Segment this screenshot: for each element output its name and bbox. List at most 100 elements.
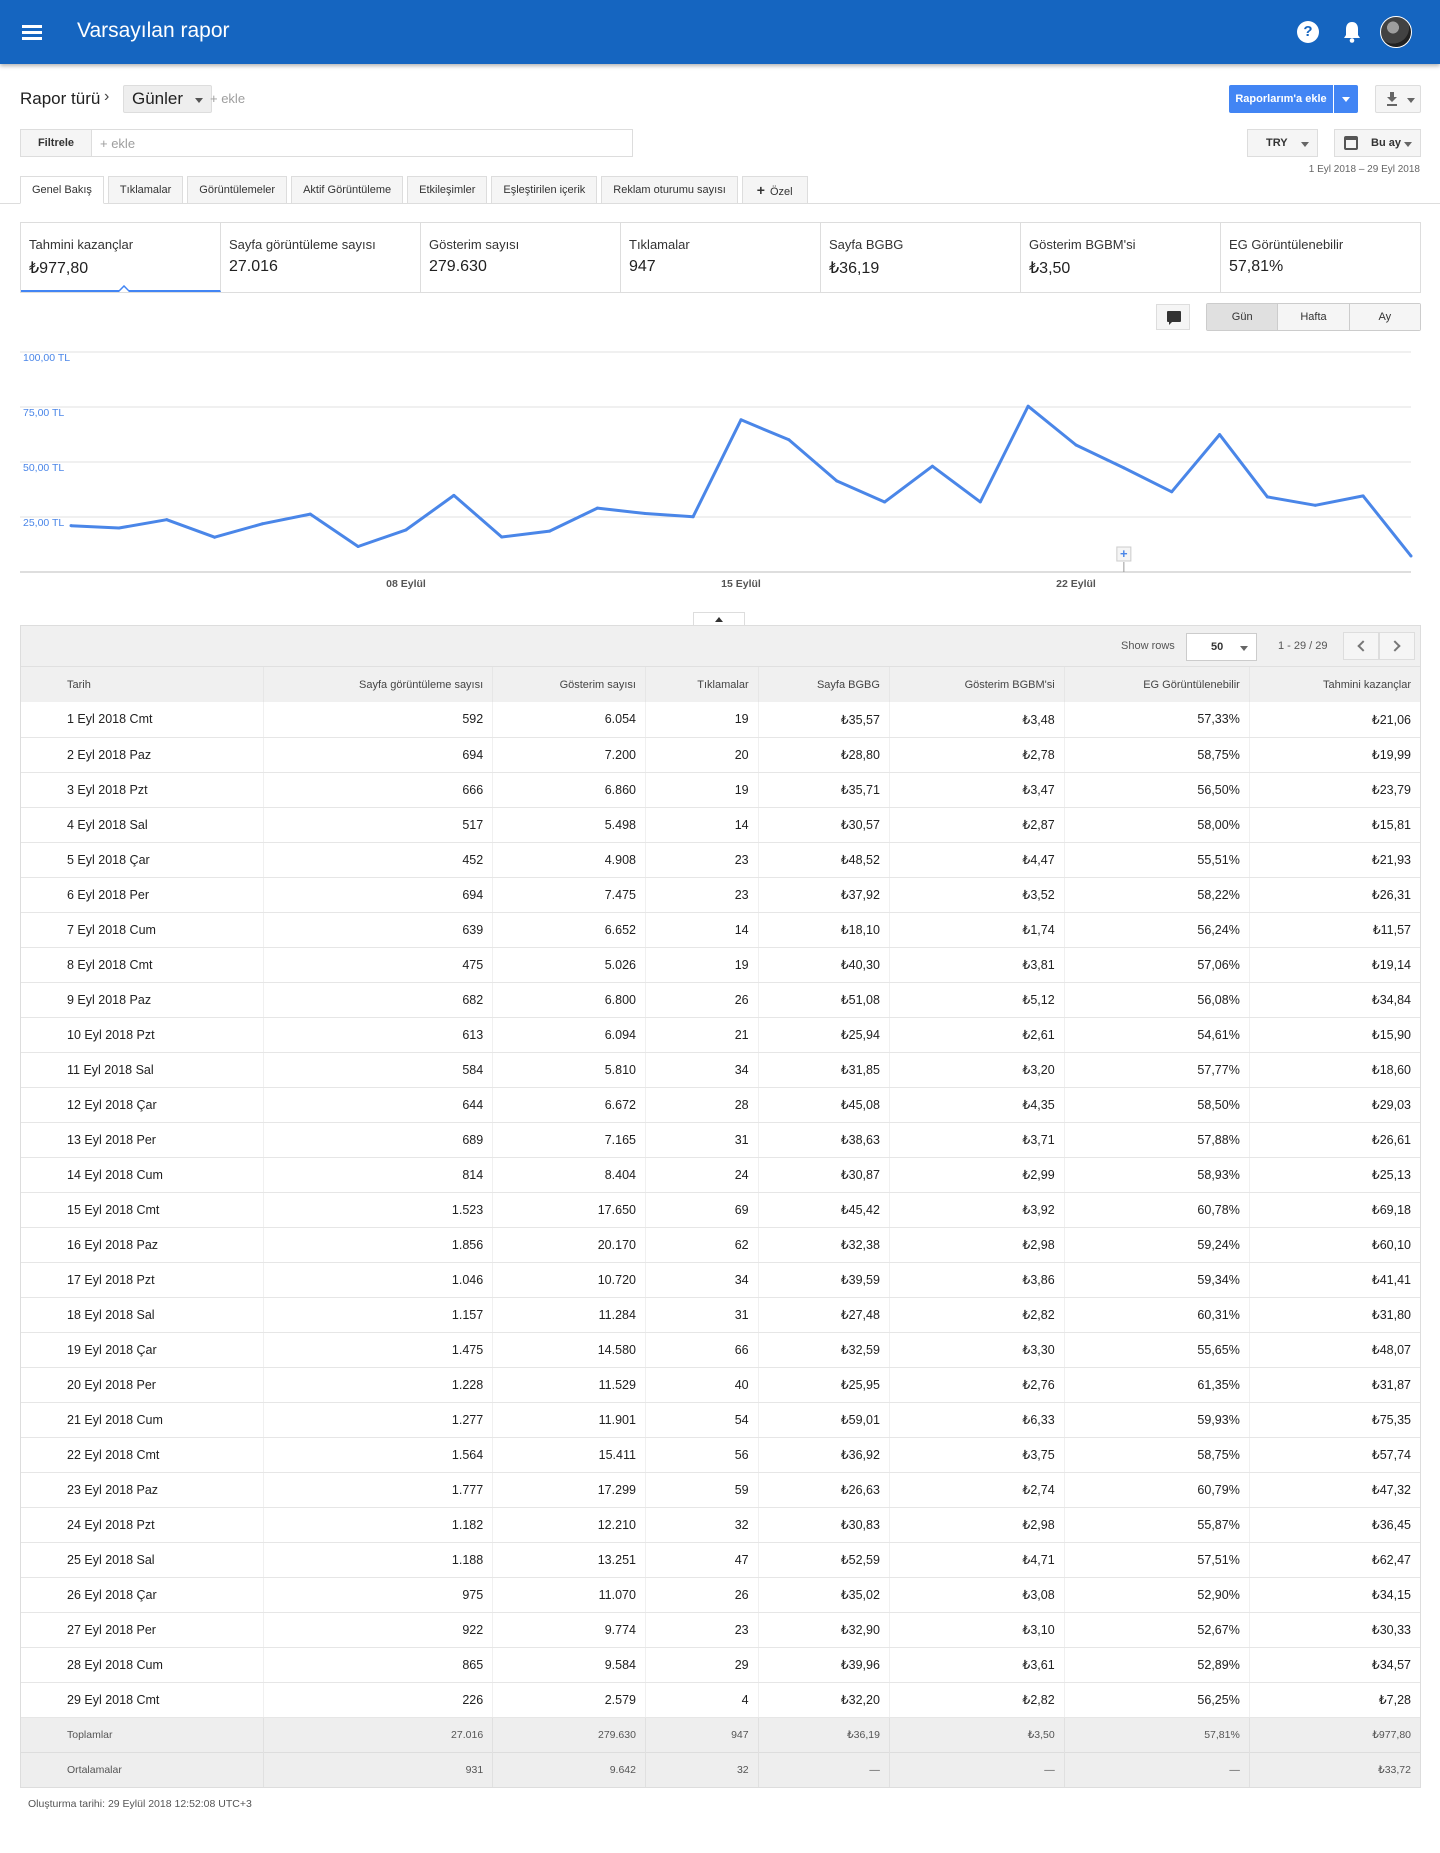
table-cell-tarih: 8 Eyl 2018 Cmt <box>21 947 264 983</box>
table-cell-gosterim-bgbm: ₺2,98 <box>889 1227 1065 1263</box>
download-button[interactable] <box>1375 85 1421 113</box>
table-cell-sayfa-bgbg: ₺32,59 <box>758 1332 890 1368</box>
table-cell-tiklamalar: 54 <box>645 1402 759 1438</box>
table-cell-tahmini-kazanclar: ₺31,87 <box>1249 1367 1420 1403</box>
column-header-gosterim-sayisi[interactable]: Gösterim sayısı <box>492 667 646 702</box>
averages-cell-gosterim-sayisi: 9.642 <box>492 1751 646 1787</box>
add-to-reports-button[interactable]: Raporlarım'a ekle <box>1229 85 1333 113</box>
table-cell-tiklamalar: 19 <box>645 772 759 808</box>
prev-page-button[interactable] <box>1343 632 1379 660</box>
bell-icon[interactable] <box>1341 20 1363 44</box>
table-cell-sayfa-bgbg: ₺40,30 <box>758 947 890 983</box>
tab-eslestirilen-icerik[interactable]: Eşleştirilen içerik <box>491 176 598 204</box>
table-cell-tiklamalar: 34 <box>645 1262 759 1298</box>
caret-down-icon <box>1342 97 1350 102</box>
metric-card-eg-goruntulenebilir[interactable]: EG Görüntülenebilir 57,81% <box>1221 223 1420 292</box>
menu-icon[interactable] <box>20 20 44 44</box>
tab-tiklamalar[interactable]: Tıklamalar <box>107 176 184 204</box>
date-range-select[interactable]: Bu ay <box>1334 129 1421 157</box>
table-cell-tarih: 9 Eyl 2018 Paz <box>21 982 264 1018</box>
totals-cell-gosterim-sayisi: 279.630 <box>492 1716 646 1752</box>
table-cell-tahmini-kazanclar: ₺26,31 <box>1249 877 1420 913</box>
tab-goruntulemeler[interactable]: Görüntülemeler <box>187 176 288 204</box>
table-cell-gosterim-bgbm: ₺2,99 <box>889 1157 1065 1193</box>
table-cell-tarih: 15 Eyl 2018 Cmt <box>21 1192 264 1228</box>
column-header-gosterim-bgbm[interactable]: Gösterim BGBM'si <box>889 667 1065 702</box>
table-cell-eg-goruntulenebilir: 60,31% <box>1064 1297 1250 1333</box>
table-cell-gosterim-bgbm: ₺4,71 <box>889 1542 1065 1578</box>
table-cell-tahmini-kazanclar: ₺34,15 <box>1249 1577 1420 1613</box>
metric-card-tiklamalar[interactable]: Tıklamalar 947 <box>621 223 821 292</box>
created-timestamp: Oluşturma tarihi: 29 Eylül 2018 12:52:08… <box>28 1798 252 1810</box>
data-point <box>404 528 408 532</box>
table-cell-eg-goruntulenebilir: 55,51% <box>1064 842 1250 878</box>
metric-value: ₺3,50 <box>1029 260 1071 277</box>
column-header-sayfa-bgbg[interactable]: Sayfa BGBG <box>758 667 890 702</box>
column-header-tarih[interactable]: Tarih <box>21 667 264 702</box>
table-row: 7 Eyl 2018 Cum 639 6.652 14 ₺18,10 ₺1,74 56,24… <box>21 912 1420 948</box>
granularity-week[interactable]: Hafta <box>1278 304 1350 330</box>
tab-reklam-oturumu[interactable]: Reklam oturumu sayısı <box>601 176 738 204</box>
column-header-eg-goruntulenebilir[interactable]: EG Görüntülenebilir <box>1064 667 1250 702</box>
table-cell-eg-goruntulenebilir: 59,24% <box>1064 1227 1250 1263</box>
totals-cell-tahmini-kazanclar: ₺977,80 <box>1249 1716 1420 1752</box>
add-to-reports-menu-button[interactable] <box>1334 85 1358 113</box>
table-cell-tiklamalar: 4 <box>645 1682 759 1718</box>
currency-select[interactable]: TRY <box>1247 129 1318 157</box>
table-cell-tahmini-kazanclar: ₺23,79 <box>1249 772 1420 808</box>
table-cell-gosterim-bgbm: ₺6,33 <box>889 1402 1065 1438</box>
table-row: 9 Eyl 2018 Paz 682 6.800 26 ₺51,08 ₺5,12 56,08… <box>21 982 1420 1018</box>
tab-etkilesimler[interactable]: Etkileşimler <box>407 176 488 204</box>
column-header-tahmini-kazanclar[interactable]: Tahmini kazançlar <box>1249 667 1420 702</box>
table-row: 1 Eyl 2018 Cmt 592 6.054 19 ₺35,57 ₺3,48 57,33… <box>21 702 1420 738</box>
table-cell-gosterim-bgbm: ₺3,30 <box>889 1332 1065 1368</box>
annotation-button[interactable] <box>1156 304 1190 330</box>
filter-input[interactable] <box>92 129 633 157</box>
table-cell-sayfa-bgbg: ₺32,38 <box>758 1227 890 1263</box>
rows-per-page-value: 50 <box>1211 641 1224 653</box>
table-cell-tarih: 11 Eyl 2018 Sal <box>21 1052 264 1088</box>
granularity-month[interactable]: Ay <box>1349 304 1420 330</box>
collapse-chart-button[interactable] <box>693 612 745 625</box>
tab-aktif-goruntuleme[interactable]: Aktif Görüntüleme <box>291 176 404 204</box>
table-cell-eg-goruntulenebilir: 56,25% <box>1064 1682 1250 1718</box>
add-dimension-link[interactable]: + ekle <box>210 91 246 106</box>
table-cell-tahmini-kazanclar: ₺15,90 <box>1249 1017 1420 1053</box>
metric-value: 27.016 <box>229 258 278 275</box>
chevron-right-icon <box>1389 640 1401 652</box>
table-footer: Toplamlar 27.016 279.630 947 ₺36,19 ₺3,50 57,8… <box>21 1716 1420 1787</box>
metric-card-sayfa-bgbg[interactable]: Sayfa BGBG ₺36,19 <box>821 223 1021 292</box>
table-cell-tiklamalar: 19 <box>645 947 759 983</box>
tab-ozel[interactable]: + Özel <box>741 176 808 204</box>
tab-genel-bakis[interactable]: Genel Bakış <box>20 176 104 204</box>
metric-card-sayfa-goruntuleme[interactable]: Sayfa görüntüleme sayısı 27.016 <box>221 223 421 292</box>
table-cell-tarih: 13 Eyl 2018 Per <box>21 1122 264 1158</box>
table-cell-gosterim-sayisi: 11.070 <box>492 1577 646 1613</box>
metric-cards: Tahmini kazançlar ₺977,80 Sayfa görüntül… <box>20 222 1421 293</box>
data-point <box>787 438 791 442</box>
rows-per-page-select[interactable]: 50 <box>1186 633 1257 661</box>
table-cell-gosterim-bgbm: ₺3,75 <box>889 1437 1065 1473</box>
help-icon[interactable]: ? <box>1297 21 1319 43</box>
table-cell-sayfa-goruntuleme: 1.777 <box>263 1472 494 1508</box>
table-cell-tarih: 21 Eyl 2018 Cum <box>21 1402 264 1438</box>
table-cell-eg-goruntulenebilir: 58,93% <box>1064 1157 1250 1193</box>
column-header-sayfa-goruntuleme[interactable]: Sayfa görüntüleme sayısı <box>263 667 494 702</box>
metric-card-tahmini-kazanclar[interactable]: Tahmini kazançlar ₺977,80 <box>21 223 221 292</box>
column-header-tiklamalar[interactable]: Tıklamalar <box>645 667 759 702</box>
table-cell-sayfa-goruntuleme: 689 <box>263 1122 494 1158</box>
metric-card-gosterim-sayisi[interactable]: Gösterim sayısı 279.630 <box>421 223 621 292</box>
metric-card-gosterim-bgbm[interactable]: Gösterim BGBM'si ₺3,50 <box>1021 223 1221 292</box>
avatar[interactable] <box>1380 16 1412 48</box>
granularity-day[interactable]: Gün <box>1207 304 1279 330</box>
table-cell-tiklamalar: 32 <box>645 1507 759 1543</box>
table-cell-eg-goruntulenebilir: 57,88% <box>1064 1122 1250 1158</box>
next-page-button[interactable] <box>1379 632 1415 660</box>
table-cell-gosterim-bgbm: ₺3,48 <box>889 702 1065 738</box>
caret-up-icon <box>715 617 723 622</box>
report-type-label[interactable]: Rapor türü <box>20 89 101 108</box>
table-cell-tahmini-kazanclar: ₺21,06 <box>1249 702 1420 738</box>
y-tick-label: 100,00 TL <box>23 352 70 364</box>
table-cell-gosterim-sayisi: 6.652 <box>492 912 646 948</box>
dimension-select[interactable]: Günler <box>123 85 213 113</box>
